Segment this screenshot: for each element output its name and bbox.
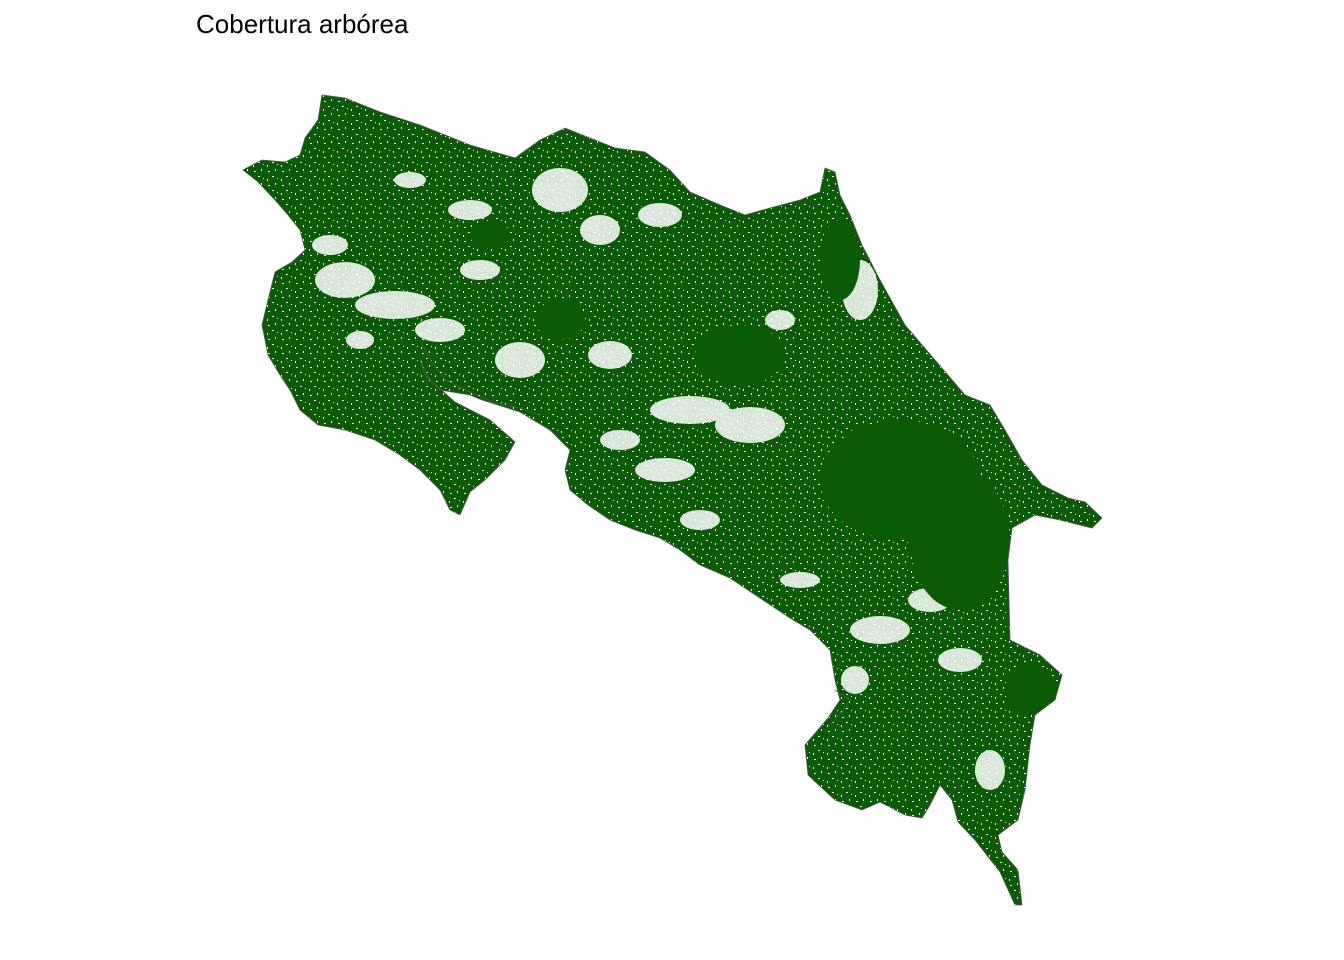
golfo-dulce [829,689,851,726]
map-title: Cobertura arbórea [196,9,409,39]
gulf-of-nicoya [419,339,541,416]
tree-cover-layer [243,95,1102,905]
